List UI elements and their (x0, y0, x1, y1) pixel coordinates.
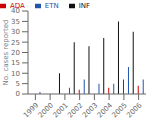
svg-text:10: 10 (11, 70, 20, 78)
svg-text:15: 15 (11, 59, 20, 67)
svg-text:25: 25 (11, 39, 20, 47)
svg-text:0: 0 (16, 90, 20, 98)
svg-text:5: 5 (16, 80, 20, 88)
svg-text:40: 40 (11, 7, 20, 15)
svg-text:2006: 2006 (125, 101, 142, 118)
svg-text:35: 35 (11, 18, 20, 26)
svg-text:No. cases reported: No. cases reported (8, 20, 10, 86)
svg-text:30: 30 (11, 28, 20, 36)
svg-text:20: 20 (11, 49, 20, 57)
